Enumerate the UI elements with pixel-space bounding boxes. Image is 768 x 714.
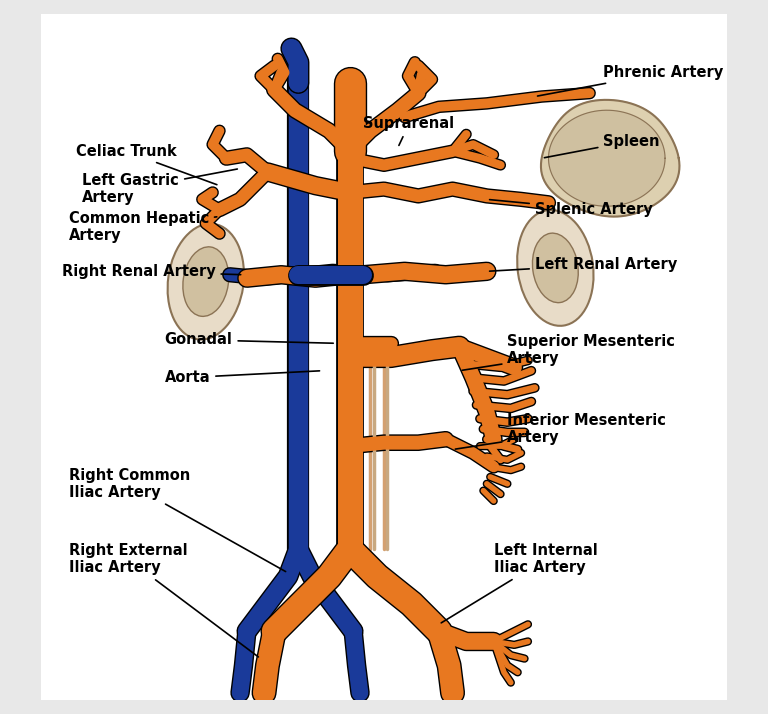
Ellipse shape <box>183 247 229 316</box>
Text: Aorta: Aorta <box>164 370 319 385</box>
Text: Left Renal Artery: Left Renal Artery <box>489 257 677 272</box>
Text: Right External
Iliac Artery: Right External Iliac Artery <box>68 543 258 657</box>
Text: Common Hepatic
Artery: Common Hepatic Artery <box>68 211 217 243</box>
Text: Splenic Artery: Splenic Artery <box>489 200 653 217</box>
Text: Right Common
Iliac Artery: Right Common Iliac Artery <box>68 468 286 571</box>
Ellipse shape <box>532 233 578 303</box>
Polygon shape <box>541 100 680 216</box>
Ellipse shape <box>167 223 244 340</box>
Polygon shape <box>548 110 665 206</box>
Text: Gonadal: Gonadal <box>164 332 333 348</box>
Text: Inferior Mesenteric
Artery: Inferior Mesenteric Artery <box>455 413 667 449</box>
Text: Superior Mesenteric
Artery: Superior Mesenteric Artery <box>462 334 675 371</box>
Text: Suprarenal: Suprarenal <box>363 116 455 146</box>
Text: Left Gastric
Artery: Left Gastric Artery <box>82 169 237 205</box>
Text: Phrenic Artery: Phrenic Artery <box>538 65 723 96</box>
Text: Right Renal Artery: Right Renal Artery <box>62 263 240 279</box>
Ellipse shape <box>517 210 594 326</box>
FancyBboxPatch shape <box>38 11 730 703</box>
Text: Celiac Trunk: Celiac Trunk <box>75 144 217 185</box>
Text: Spleen: Spleen <box>545 134 660 158</box>
Text: Left Internal
Iliac Artery: Left Internal Iliac Artery <box>441 543 598 623</box>
